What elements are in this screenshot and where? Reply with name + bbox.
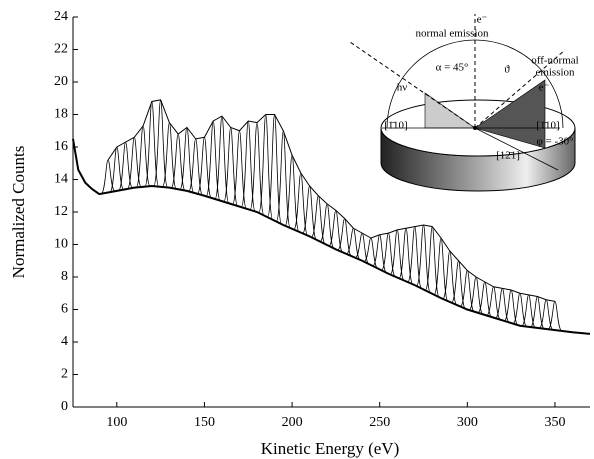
peak — [179, 127, 195, 194]
y-tick-label: 8 — [61, 269, 68, 284]
peak — [100, 159, 116, 195]
y-tick-label: 2 — [61, 367, 68, 382]
annotation: α = 45° — [436, 62, 469, 74]
peak — [424, 226, 440, 298]
peak-envelope — [107, 99, 556, 302]
peak — [188, 138, 204, 196]
y-axis-label: Normalized Counts — [9, 146, 28, 279]
annotation: [1̄10] — [384, 120, 407, 132]
peak — [398, 227, 414, 285]
y-tick-label: 10 — [54, 237, 68, 252]
peak — [223, 127, 239, 207]
peak — [486, 286, 502, 321]
peak — [118, 141, 133, 191]
peak — [407, 226, 423, 289]
peak — [310, 195, 326, 245]
x-tick-label: 200 — [282, 415, 303, 430]
peak — [512, 292, 528, 328]
peak — [521, 294, 537, 329]
peak — [302, 185, 317, 241]
peak — [433, 237, 449, 302]
peak — [170, 133, 186, 191]
peak — [389, 229, 405, 281]
x-tick-label: 350 — [544, 415, 565, 430]
annotation: e⁻ — [539, 82, 550, 94]
background-line — [72, 138, 591, 335]
origin — [473, 126, 477, 130]
annotation: off-normal — [531, 55, 578, 67]
peak — [363, 237, 379, 269]
peak — [135, 125, 151, 188]
peak — [477, 281, 493, 318]
peak — [197, 136, 212, 199]
peak — [284, 154, 300, 233]
peak — [214, 115, 230, 204]
peak — [249, 122, 265, 216]
annotation: hν — [397, 82, 408, 94]
y-tick-label: 18 — [54, 107, 68, 122]
y-tick-label: 0 — [61, 399, 68, 414]
peak — [538, 299, 554, 331]
x-axis-label: Kinetic Energy (eV) — [261, 439, 399, 458]
peak — [240, 120, 256, 212]
y-tick-label: 6 — [61, 302, 68, 317]
emission-plane — [474, 79, 546, 149]
peak — [468, 276, 484, 315]
peak — [459, 270, 475, 313]
peak — [494, 287, 510, 323]
peak — [442, 250, 458, 306]
y-tick-label: 14 — [54, 172, 68, 187]
peak — [205, 120, 221, 202]
annotation: φ = -30° — [536, 136, 573, 148]
y-tick-label: 24 — [54, 9, 68, 24]
incident-line — [349, 41, 476, 129]
x-tick-label: 300 — [457, 415, 478, 430]
annotation: e⁻ — [477, 14, 488, 26]
peak — [258, 114, 274, 221]
peak — [267, 114, 282, 225]
peak — [126, 136, 142, 190]
annotation: emission — [535, 67, 575, 79]
y-tick-label: 16 — [54, 139, 68, 154]
annotation: normal emission — [415, 28, 489, 40]
peak — [293, 172, 309, 237]
azimuth-arrow — [474, 127, 559, 171]
annotation: [1̄10] — [536, 120, 559, 132]
peak — [503, 289, 519, 326]
peak — [416, 224, 431, 294]
x-tick-label: 100 — [106, 415, 127, 430]
peak — [530, 296, 545, 330]
y-tick-label: 20 — [54, 74, 68, 89]
peak — [232, 130, 247, 210]
x-tick-label: 150 — [194, 415, 215, 430]
annotation: ϑ — [504, 64, 510, 76]
y-tick-label: 22 — [54, 42, 68, 57]
y-tick-label: 12 — [54, 204, 68, 219]
annotation: [12̄1] — [496, 150, 520, 162]
peak — [547, 300, 563, 332]
off-normal-line — [474, 49, 566, 129]
y-tick-label: 4 — [61, 334, 68, 349]
peak — [451, 260, 466, 310]
x-tick-label: 250 — [369, 415, 390, 430]
peak — [161, 122, 177, 190]
